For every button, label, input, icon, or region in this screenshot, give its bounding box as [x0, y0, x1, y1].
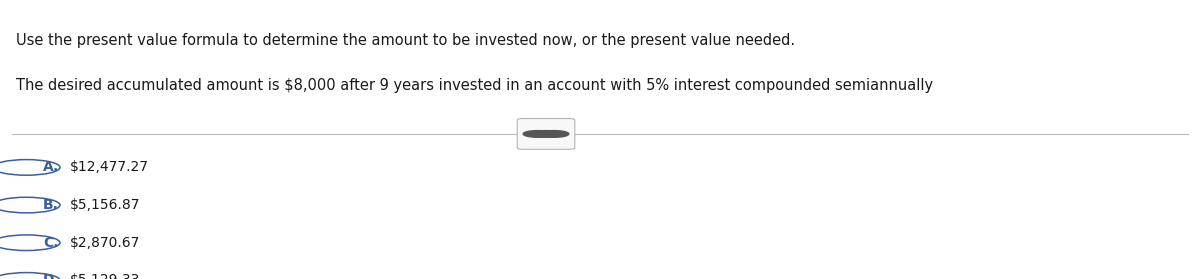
Text: B.: B. [43, 198, 59, 212]
Circle shape [540, 131, 569, 137]
Circle shape [532, 131, 560, 137]
Text: The desired accumulated amount is $8,000 after 9 years invested in an account wi: The desired accumulated amount is $8,000… [16, 78, 932, 93]
Text: Use the present value formula to determine the amount to be invested now, or the: Use the present value formula to determi… [16, 33, 794, 49]
Text: D.: D. [43, 273, 60, 279]
FancyBboxPatch shape [517, 119, 575, 149]
Text: $2,870.67: $2,870.67 [70, 236, 140, 250]
Circle shape [523, 131, 552, 137]
Text: $5,129.33: $5,129.33 [70, 273, 140, 279]
Text: C.: C. [43, 236, 59, 250]
Text: A.: A. [43, 160, 60, 174]
Text: $5,156.87: $5,156.87 [70, 198, 140, 212]
Text: $12,477.27: $12,477.27 [70, 160, 149, 174]
